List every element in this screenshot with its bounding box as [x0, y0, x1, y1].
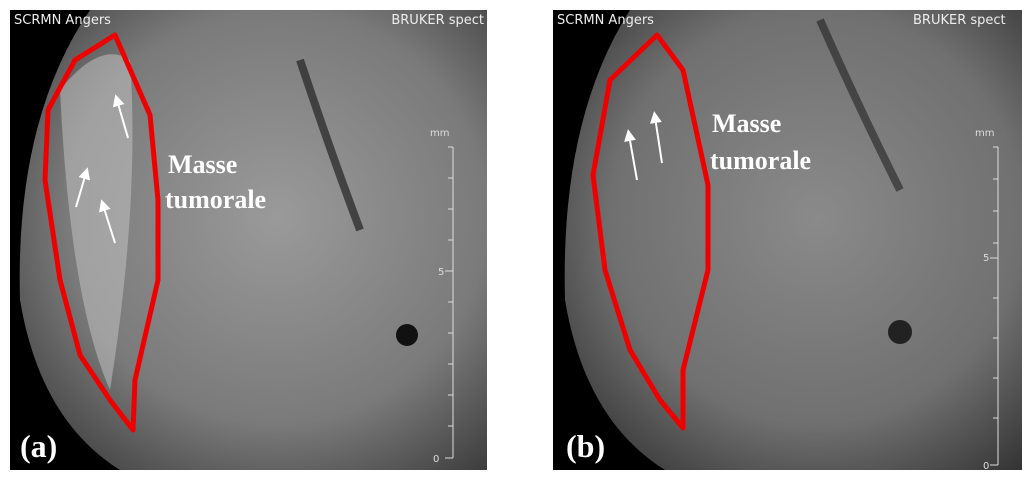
annotation: Masse	[712, 109, 781, 138]
annotation: tumorale	[710, 146, 811, 175]
header-right: BRUKER spect	[913, 13, 1006, 28]
header-left: SCRMN Angers	[14, 13, 111, 28]
scale-unit: mm	[430, 128, 449, 139]
panel-label: (a)	[20, 428, 57, 464]
figure: SCRMN Angers BRUKER spect Masse tumorale…	[0, 0, 1022, 484]
mri-image	[565, 10, 1022, 470]
scale-label: 5	[438, 267, 444, 278]
scale-label: 5	[983, 253, 989, 264]
scale-unit: mm	[975, 128, 994, 139]
dark-spot	[888, 320, 912, 344]
scale-label: 0	[983, 461, 989, 472]
annotation: Masse	[168, 150, 237, 179]
panel-b: SCRMN Angers BRUKER spect Masse tumorale…	[553, 10, 1022, 472]
header-right: BRUKER spect	[391, 13, 484, 28]
header-left: SCRMN Angers	[557, 13, 654, 28]
panel-label: (b)	[566, 428, 605, 464]
panel-a: SCRMN Angers BRUKER spect Masse tumorale…	[10, 10, 487, 470]
annotation: tumorale	[165, 185, 266, 214]
scale-label: 0	[433, 454, 439, 465]
dark-spot	[396, 324, 418, 346]
